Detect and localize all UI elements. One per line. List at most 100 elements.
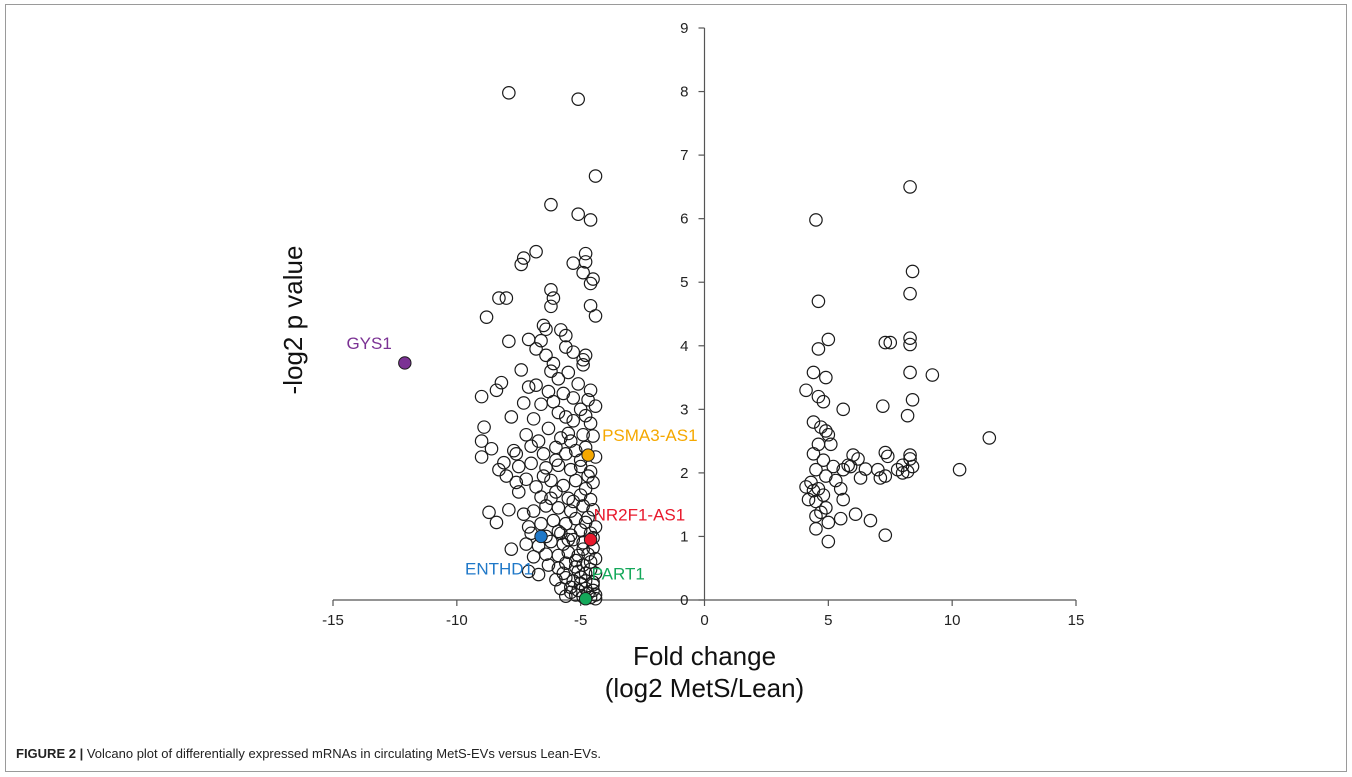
data-point bbox=[568, 473, 583, 488]
data-point bbox=[819, 424, 833, 438]
data-point bbox=[566, 494, 581, 509]
data-point bbox=[563, 434, 578, 448]
data-point bbox=[546, 291, 561, 305]
data-point bbox=[583, 416, 598, 431]
highlight-point-psma3-as1 bbox=[581, 448, 595, 462]
data-point bbox=[952, 462, 967, 477]
data-point bbox=[824, 437, 838, 452]
data-point bbox=[811, 342, 826, 356]
data-point bbox=[905, 264, 920, 279]
data-point bbox=[566, 256, 581, 270]
data-point bbox=[836, 492, 850, 507]
data-point bbox=[925, 368, 940, 382]
data-point bbox=[903, 286, 917, 301]
data-point bbox=[566, 345, 581, 359]
data-point bbox=[531, 567, 546, 582]
data-point bbox=[828, 473, 843, 488]
data-point bbox=[573, 570, 588, 584]
data-point bbox=[848, 507, 863, 521]
caption-text: Volcano plot of differentially expressed… bbox=[83, 746, 602, 761]
data-point bbox=[880, 449, 895, 464]
data-point bbox=[526, 412, 541, 426]
highlight-point-gys1 bbox=[398, 356, 412, 370]
data-point bbox=[524, 439, 538, 453]
data-point bbox=[509, 447, 524, 461]
highlight-label-gys1: GYS1 bbox=[346, 334, 391, 353]
x-axis-title: Fold change bbox=[633, 641, 776, 671]
highlight-point-nr2f1-as1 bbox=[583, 532, 598, 547]
data-point bbox=[482, 505, 496, 520]
data-point bbox=[492, 462, 506, 477]
data-point bbox=[811, 294, 826, 309]
data-point bbox=[554, 581, 568, 596]
data-point bbox=[821, 515, 836, 530]
data-point bbox=[878, 335, 893, 350]
data-point bbox=[563, 585, 578, 600]
data-point bbox=[900, 408, 915, 423]
data-point bbox=[551, 372, 566, 386]
data-point bbox=[534, 397, 548, 412]
data-point bbox=[819, 370, 833, 385]
data-point bbox=[544, 299, 558, 314]
data-point bbox=[559, 328, 573, 343]
data-point bbox=[504, 542, 519, 556]
data-point bbox=[809, 462, 823, 477]
data-point bbox=[573, 402, 588, 417]
data-point bbox=[554, 526, 568, 541]
data-point bbox=[556, 478, 571, 493]
highlight-label-nr2f1-as1: NR2F1-AS1 bbox=[594, 506, 686, 525]
data-point bbox=[878, 469, 893, 483]
data-point bbox=[571, 92, 585, 106]
data-point bbox=[521, 564, 536, 579]
data-point bbox=[895, 466, 910, 480]
data-point bbox=[806, 447, 821, 461]
data-point bbox=[576, 542, 590, 556]
y-tick-label: 6 bbox=[680, 211, 688, 228]
data-point bbox=[982, 431, 997, 445]
data-point bbox=[529, 378, 543, 392]
data-point bbox=[541, 558, 556, 572]
highlight-point-enthd1 bbox=[534, 529, 548, 544]
data-point bbox=[878, 445, 893, 460]
data-point bbox=[583, 383, 598, 398]
data-point bbox=[531, 434, 546, 448]
data-point bbox=[876, 399, 890, 413]
data-point bbox=[883, 335, 898, 350]
data-point bbox=[573, 523, 588, 537]
y-tick-label: 0 bbox=[680, 592, 688, 609]
data-point bbox=[583, 276, 598, 291]
data-point bbox=[526, 504, 541, 518]
data-point bbox=[586, 502, 600, 517]
y-tick-label: 5 bbox=[680, 274, 688, 291]
highlight-label-enthd1: ENTHD1 bbox=[465, 559, 533, 578]
data-point bbox=[900, 464, 915, 479]
data-point bbox=[586, 429, 600, 443]
data-point bbox=[521, 380, 536, 394]
data-point bbox=[474, 450, 489, 464]
data-point bbox=[905, 392, 920, 407]
data-point bbox=[903, 365, 917, 380]
data-point bbox=[588, 399, 603, 413]
data-point bbox=[544, 283, 558, 297]
data-point bbox=[806, 365, 821, 380]
data-point bbox=[566, 532, 581, 547]
y-tick-label: 1 bbox=[680, 528, 688, 545]
data-point bbox=[576, 358, 590, 372]
data-point bbox=[814, 505, 828, 520]
caption-label: FIGURE 2 | bbox=[16, 746, 84, 761]
data-point bbox=[816, 453, 831, 467]
data-point bbox=[546, 356, 561, 371]
x-tick-label: 15 bbox=[1068, 612, 1085, 629]
data-point bbox=[571, 207, 585, 222]
data-point bbox=[556, 566, 571, 581]
data-point bbox=[578, 255, 593, 269]
data-point bbox=[568, 553, 583, 568]
data-point bbox=[576, 427, 590, 442]
y-tick-label: 7 bbox=[680, 147, 688, 164]
data-point bbox=[504, 410, 519, 424]
data-point bbox=[516, 251, 531, 265]
data-point bbox=[492, 291, 506, 305]
data-point bbox=[578, 566, 593, 581]
data-point bbox=[581, 510, 595, 525]
